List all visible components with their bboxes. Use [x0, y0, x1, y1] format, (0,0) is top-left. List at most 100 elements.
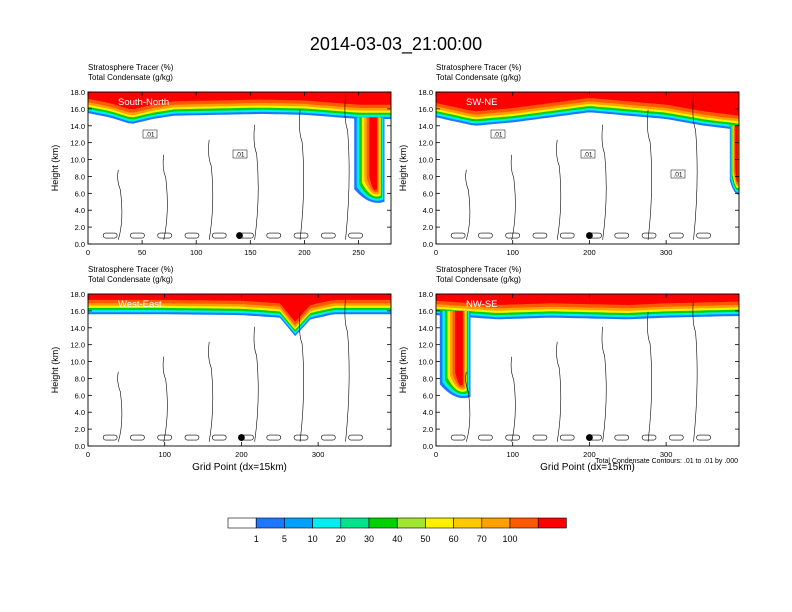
- condensate-contours: [102, 296, 363, 442]
- colorbar-level-label: 5: [282, 534, 287, 544]
- contour-label: .01: [583, 152, 592, 159]
- colorbar-swatch: [340, 517, 370, 529]
- header-condensate: Total Condensate (g/kg): [88, 73, 173, 82]
- condensate-contours: [450, 296, 711, 442]
- x-tick-label: 0: [434, 248, 438, 257]
- condensate-contours: [102, 94, 363, 240]
- surface-condensate-blob: [130, 434, 145, 441]
- condensate-contour: [162, 154, 168, 240]
- condensate-contour: [162, 356, 168, 442]
- location-marker: [586, 232, 593, 239]
- condensate-contour: [208, 341, 214, 442]
- y-tick-label: 14.0: [70, 324, 85, 333]
- y-axis-label: Height (km): [398, 347, 408, 394]
- header-condensate: Total Condensate (g/kg): [436, 275, 521, 284]
- x-tick-label: 250: [352, 248, 365, 257]
- y-tick-label: 2.0: [75, 223, 85, 232]
- condensate-contour: [299, 311, 304, 442]
- panel-west-east: West-East Stratosphere Tracer (%)Total Co…: [50, 265, 392, 473]
- y-tick-label: 8.0: [75, 172, 85, 181]
- condensate-contour: [692, 94, 698, 240]
- y-tick-label: 16.0: [418, 307, 433, 316]
- panel-sw-ne: SW-NE Stratosphere Tracer (%)Total Conden…: [398, 63, 740, 257]
- colorbar-swatch: [509, 517, 539, 529]
- x-tick-label: 100: [190, 248, 203, 257]
- colorbar-swatch: [255, 517, 285, 529]
- tracer-field: [436, 92, 739, 244]
- x-tick-label: 200: [235, 450, 248, 459]
- colorbar-level-label: 40: [392, 534, 402, 544]
- y-tick-label: 4.0: [75, 408, 85, 417]
- colorbar-swatch: [453, 517, 483, 529]
- plot-background: [436, 294, 739, 446]
- plot-frame: [87, 91, 392, 245]
- condensate-contour: [556, 139, 562, 240]
- y-tick-label: 6.0: [75, 391, 85, 400]
- y-tick-label: 12.0: [70, 341, 85, 350]
- surface-condensate-blob: [321, 232, 336, 239]
- x-tick-label: 100: [506, 248, 519, 257]
- colorbar-level-label: 30: [364, 534, 374, 544]
- condensate-contour: [253, 124, 259, 240]
- surface-condensate-blob: [348, 434, 363, 441]
- contour-label-box: [232, 149, 248, 159]
- condensate-contours: [450, 94, 711, 240]
- tracer-band-6: [88, 294, 391, 322]
- colorbar-level-label: 1: [254, 534, 259, 544]
- condensate-contour: [465, 371, 471, 442]
- surface-condensate-blob: [532, 434, 548, 441]
- y-tick-label: 10.0: [70, 156, 85, 165]
- plot-frame: [87, 293, 392, 447]
- x-tick-label: 300: [660, 248, 673, 257]
- figure-title: 2014-03-03_21:00:00: [310, 34, 482, 55]
- contour-label: .01: [145, 132, 154, 139]
- plot-frame: [435, 293, 740, 447]
- x-tick-label: 300: [312, 450, 325, 459]
- surface-condensate-blob: [266, 434, 282, 441]
- colorbar-swatch: [227, 517, 257, 529]
- y-tick-label: 12.0: [70, 139, 85, 148]
- header-condensate: Total Condensate (g/kg): [88, 275, 173, 284]
- x-tick-label: 100: [506, 450, 519, 459]
- y-tick-label: 18.0: [70, 88, 85, 97]
- surface-condensate-blob: [348, 232, 363, 239]
- surface-condensate-blob: [266, 232, 282, 239]
- intrusion-layer-6: [455, 310, 463, 386]
- surface-condensate-blob: [321, 434, 336, 441]
- y-tick-label: 8.0: [423, 172, 433, 181]
- y-tick-label: 2.0: [423, 223, 433, 232]
- header-condensate: Total Condensate (g/kg): [436, 73, 521, 82]
- condensate-contour: [556, 341, 562, 442]
- surface-condensate-blob: [211, 434, 227, 441]
- y-tick-label: 0.0: [423, 240, 433, 249]
- contour-label-box: [670, 169, 686, 179]
- contour-label-box: [490, 129, 506, 139]
- plot-background: [88, 294, 391, 446]
- colorbar-swatch: [368, 517, 398, 529]
- x-tick-label: 0: [86, 450, 90, 459]
- x-tick-label: 50: [138, 248, 146, 257]
- y-tick-label: 2.0: [75, 425, 85, 434]
- tracer-band-6: [88, 92, 391, 110]
- condensate-contour: [465, 169, 471, 240]
- x-tick-label: 100: [158, 450, 171, 459]
- contour-label-box: [580, 149, 596, 159]
- surface-condensate-blob: [559, 434, 575, 441]
- x-tick-label: 300: [660, 450, 673, 459]
- y-tick-label: 6.0: [75, 189, 85, 198]
- condensate-contour: [117, 169, 123, 240]
- y-axis-label: Height (km): [50, 145, 60, 192]
- colorbar-level-label: 70: [477, 534, 487, 544]
- y-tick-label: 8.0: [75, 374, 85, 383]
- surface-condensate-blob: [559, 232, 575, 239]
- y-tick-label: 0.0: [75, 240, 85, 249]
- surface-condensate-blob: [184, 434, 200, 441]
- surface-condensate-blob: [478, 232, 493, 239]
- surface-condensate-blob: [505, 232, 520, 239]
- colorbar-level-label: 100: [502, 534, 517, 544]
- y-tick-label: 6.0: [423, 391, 433, 400]
- x-axis-label: Grid Point (dx=15km): [540, 462, 635, 473]
- condensate-contour: [692, 296, 698, 442]
- colorbar-swatch: [396, 517, 426, 529]
